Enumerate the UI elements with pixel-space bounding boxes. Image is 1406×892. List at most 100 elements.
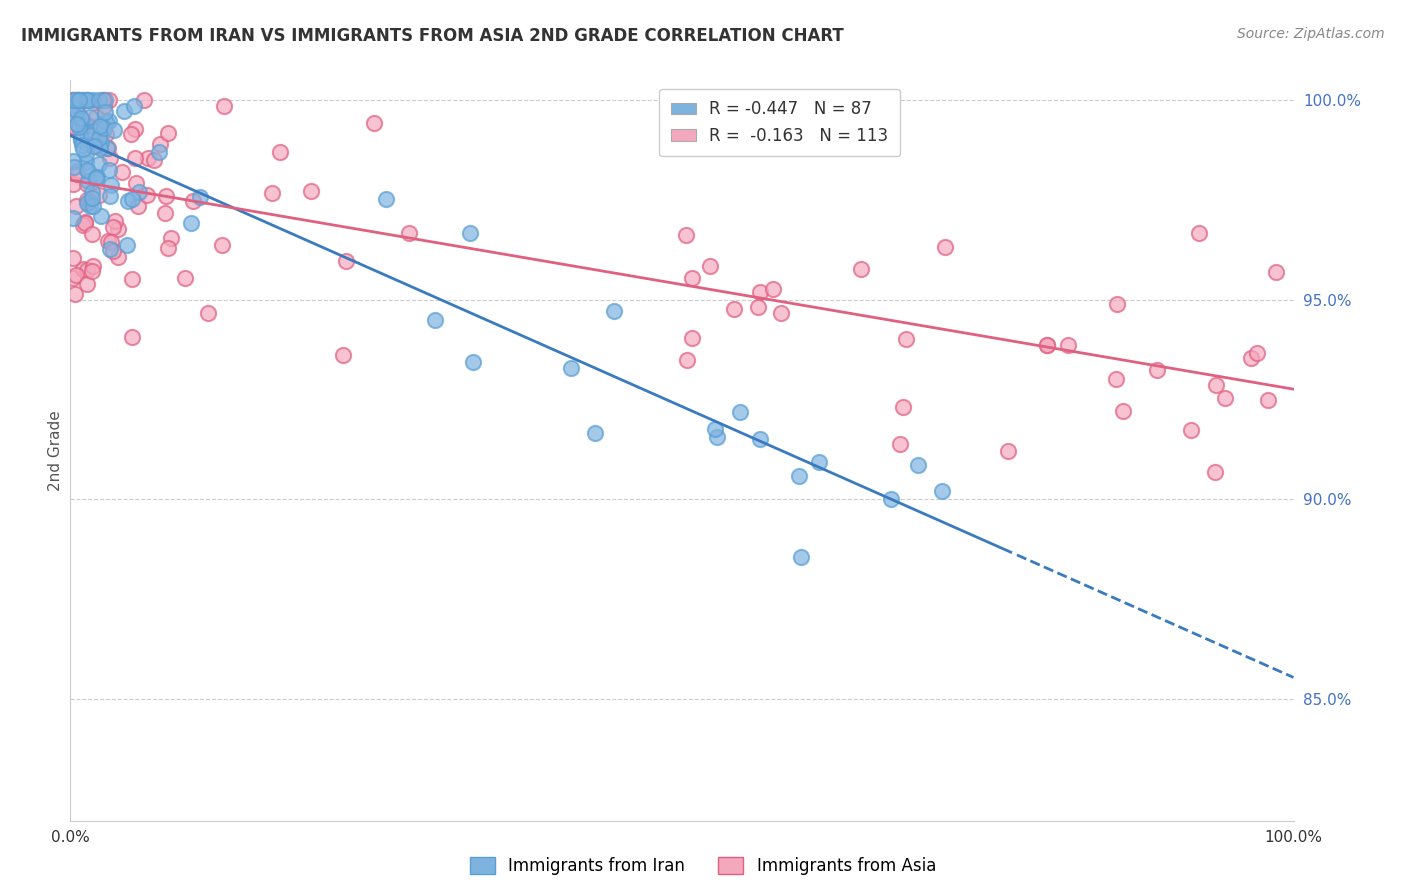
Point [62,107,84,121]
Point [155,206,177,220]
Point [86,169,108,184]
Point [120,127,142,141]
Point [1035,338,1057,352]
Point [77,164,100,178]
Point [94,115,117,129]
Point [70,132,93,146]
Point [96,141,118,155]
Point [62,251,84,265]
Point [104,214,127,228]
Point [197,306,219,320]
Point [125,177,148,191]
Point [82,264,104,278]
Point [94,127,117,141]
Point [463,354,485,368]
Point [79,195,101,210]
Point [72,218,94,232]
Point [62,270,84,285]
Point [269,145,291,160]
Point [69,133,91,147]
Point [66,164,89,178]
Point [93,99,115,113]
Point [91,93,114,107]
Point [76,93,98,107]
Point [1257,392,1279,407]
Point [1213,391,1236,405]
Point [675,353,697,368]
Point [1264,265,1286,279]
Point [1146,362,1168,376]
Point [121,192,143,206]
Point [188,190,211,204]
Point [98,162,121,177]
Point [62,96,84,111]
Point [76,277,98,291]
Point [90,135,112,149]
Point [1057,338,1080,352]
Point [62,177,84,191]
Point [132,93,155,107]
Point [75,154,97,169]
Point [89,156,111,170]
Point [83,169,105,184]
Point [87,131,110,145]
Point [79,199,101,213]
Point [98,189,121,203]
Point [70,137,93,152]
Point [70,113,93,128]
Point [851,261,873,276]
Text: Source: ZipAtlas.com: Source: ZipAtlas.com [1237,27,1385,41]
Point [91,125,114,139]
Point [112,104,135,119]
Point [97,141,120,155]
Point [82,259,104,273]
Point [75,146,97,161]
Point [681,331,703,345]
Point [762,282,785,296]
Point [98,114,121,128]
Point [62,93,84,107]
Point [66,117,89,131]
Point [94,93,117,107]
Point [90,210,112,224]
Point [583,425,606,440]
Point [107,250,129,264]
Point [63,287,86,301]
Point [728,405,751,419]
Point [748,432,770,446]
Point [82,227,104,242]
Point [1205,377,1227,392]
Point [73,216,96,230]
Point [93,121,115,136]
Point [1188,226,1211,240]
Point [136,151,159,165]
Point [769,306,792,320]
Point [790,549,813,564]
Point [79,110,101,124]
Point [97,234,120,248]
Point [80,185,103,199]
Point [65,93,87,107]
Point [72,262,94,277]
Point [931,483,953,498]
Point [1239,351,1261,366]
Point [934,240,956,254]
Point [67,93,90,107]
Point [103,123,125,137]
Point [98,93,121,107]
Point [80,128,103,143]
Point [63,120,86,134]
Point [76,174,98,188]
Point [157,126,180,140]
Legend: Immigrants from Iran, Immigrants from Asia: Immigrants from Iran, Immigrants from As… [461,849,945,884]
Point [100,178,122,193]
Point [148,145,170,160]
Point [72,119,94,133]
Point [260,186,283,201]
Point [100,151,122,165]
Point [63,93,86,107]
Point [335,253,357,268]
Point [82,93,104,107]
Point [375,192,398,206]
Point [84,171,107,186]
